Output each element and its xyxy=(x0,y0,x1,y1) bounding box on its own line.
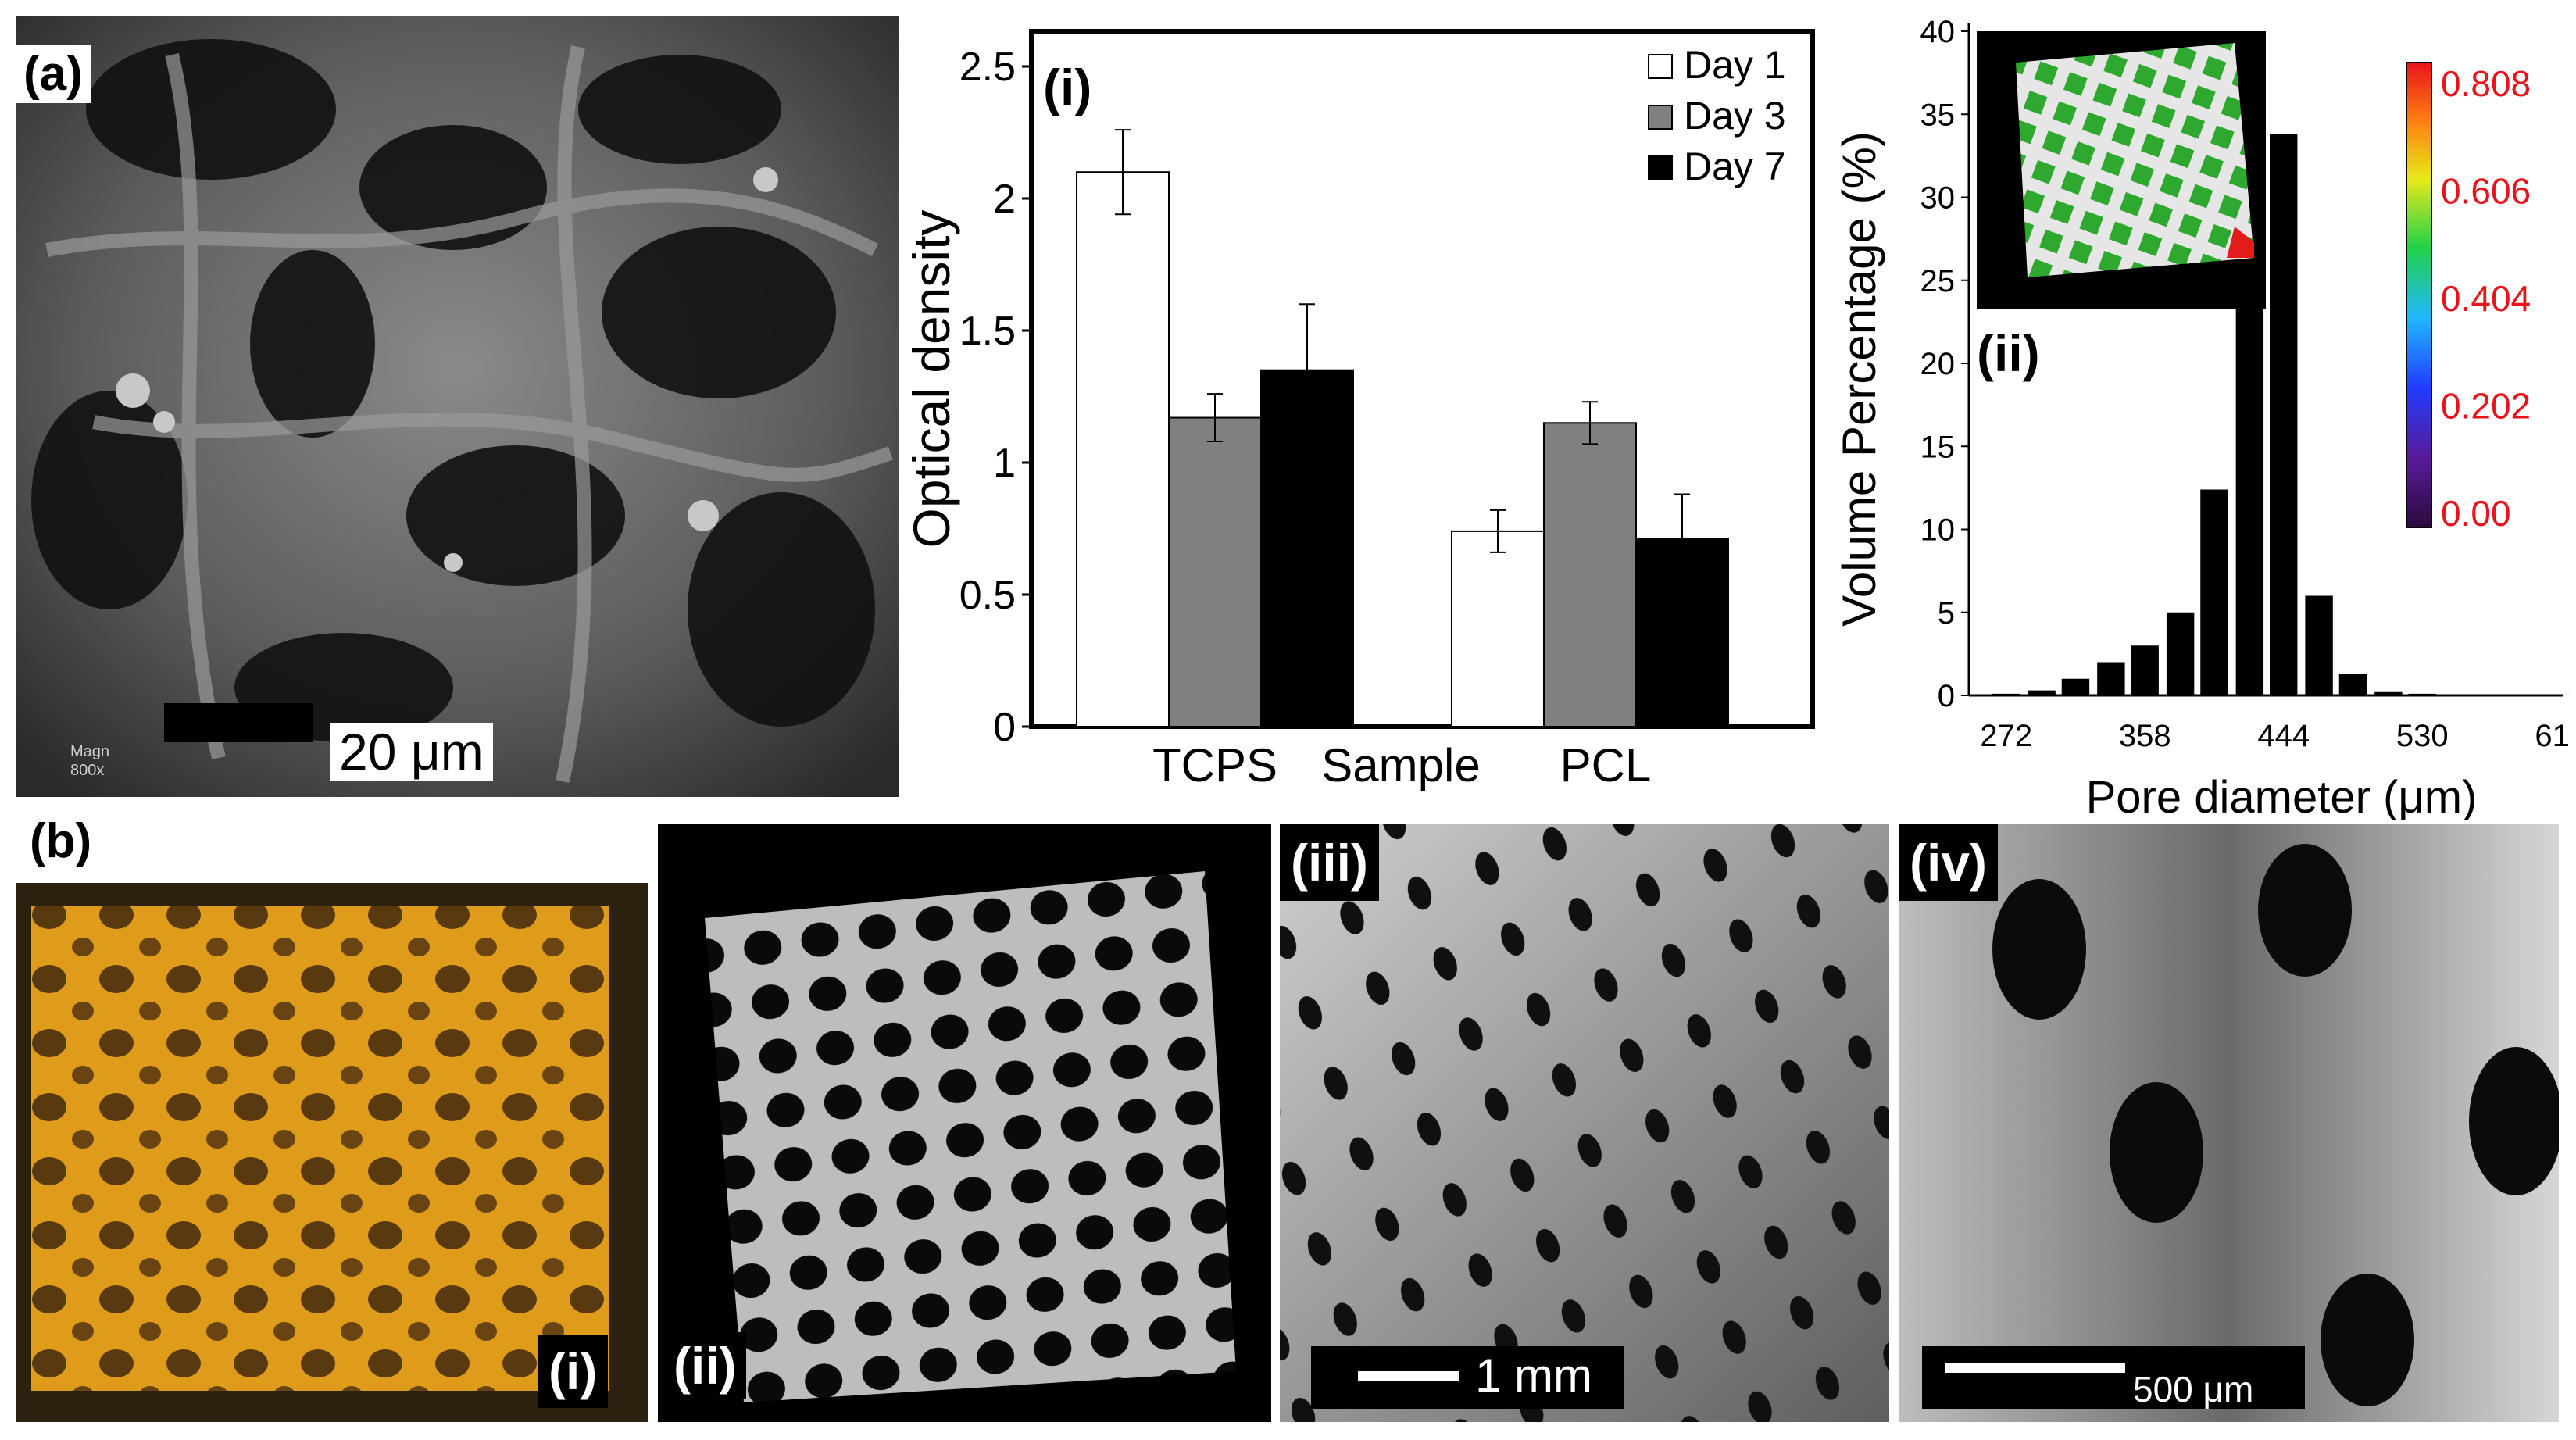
x-tick-label: 444 xyxy=(2257,719,2310,753)
y-tick-label: 40 xyxy=(1920,15,1956,49)
panel-b-label: (b) xyxy=(22,813,100,870)
plot-frame xyxy=(1029,29,1815,729)
y-tick-label: 20 xyxy=(1920,347,1956,381)
inset-pore-map xyxy=(1977,31,2266,309)
panel-b-i-label: (i) xyxy=(538,1335,609,1408)
scale-bar-label: 20 μm xyxy=(330,723,493,781)
y-tick-label: 1 xyxy=(993,441,1016,486)
y-tick-label: 30 xyxy=(1920,181,1956,216)
histogram-bar-380 xyxy=(2166,612,2195,695)
y-tick-label: 0.5 xyxy=(959,573,1016,618)
bar-day-3-tcps xyxy=(1168,416,1262,727)
scale-bar-iv-line xyxy=(1945,1363,2125,1373)
histogram-bar-401 xyxy=(2200,489,2228,695)
chart-i-panel-label: (i) xyxy=(1043,59,1091,116)
y-tick-label: 10 xyxy=(1920,513,1956,548)
scaffold-closeup-sem-image xyxy=(1899,824,2559,1422)
panel-a-sem-image: (a) Magn 800x 20 μm xyxy=(16,16,899,797)
legend-label: Day 7 xyxy=(1684,145,1786,188)
histogram-bar-444 xyxy=(2269,134,2298,695)
bar-day-3-pcl xyxy=(1543,422,1637,727)
histogram-bar-294 xyxy=(2028,690,2056,695)
histogram-bar-487 xyxy=(2338,674,2367,695)
panel-b-iv-sem: (iv) 500 μm xyxy=(1899,824,2559,1422)
colorbar-tick-label: 0.202 xyxy=(2441,386,2531,427)
histogram-bar-358 xyxy=(2131,645,2159,695)
histogram-bar-530 xyxy=(2408,693,2436,695)
histogram-bar-272 xyxy=(1992,693,2020,695)
optical-density-chart: 0 0.5 1 1.5 2 2.5 Optical density TCPS Sample PCL… xyxy=(906,29,1815,791)
panel-b-iii-label: (iii) xyxy=(1280,824,1379,901)
y-tick-label: 15 xyxy=(1920,430,1956,464)
histogram-bar-337 xyxy=(2097,662,2125,695)
y-axis-label: Volume Percentage (%) xyxy=(1833,131,1885,627)
colorbar-tick-label: 0.404 xyxy=(2441,278,2531,319)
panel-a-label: (a) xyxy=(16,45,91,103)
x-tick-label: Sample xyxy=(1321,739,1480,791)
panel-b-ii-render: (ii) xyxy=(658,824,1271,1422)
x-tick-label: 358 xyxy=(2119,719,2171,753)
printed-scaffold-photo xyxy=(16,883,648,1422)
panel-b-ii-label: (ii) xyxy=(664,1332,746,1399)
y-tick-label: 35 xyxy=(1920,98,1956,132)
colorbar-tick-label: 0.606 xyxy=(2441,171,2531,212)
y-tick-label: 2 xyxy=(993,177,1016,222)
microscope-magnification-text: Magn 800x xyxy=(70,743,110,779)
x-tick-label: PCL xyxy=(1560,739,1652,791)
legend-label: Day 1 xyxy=(1684,43,1786,87)
x-tick-label: 530 xyxy=(2396,719,2449,753)
x-tick-label: TCPS xyxy=(1152,739,1277,791)
colorbar xyxy=(2406,62,2432,528)
scale-bar-iii-label: 1 mm xyxy=(1475,1349,1592,1402)
scale-bar-iv-box xyxy=(1922,1346,2305,1409)
chart-ii-panel-label: (ii) xyxy=(1977,324,2040,382)
panel-b-iii-sem: (iii) 1 mm xyxy=(1280,824,1889,1422)
legend-swatch xyxy=(1648,155,1673,180)
colorbar-tick-label: 0.00 xyxy=(2441,493,2511,534)
y-tick-label: 0 xyxy=(993,705,1016,750)
colorbar-tick-label: 0.808 xyxy=(2441,63,2531,104)
y-tick-label: 25 xyxy=(1920,264,1956,298)
micro-ct-render xyxy=(705,871,1236,1402)
panel-b-i-photo: (i) xyxy=(16,883,648,1422)
y-tick-label: 0 xyxy=(1938,679,1955,713)
legend-swatch xyxy=(1648,54,1673,79)
y-tick-label: 1.5 xyxy=(959,309,1016,354)
scale-bar-iv-label: 500 μm xyxy=(2133,1369,2254,1410)
histogram-bar-315 xyxy=(2061,678,2090,695)
histogram-bar-466 xyxy=(2305,595,2333,695)
y-tick-label: 2.5 xyxy=(959,45,1016,90)
scale-bar xyxy=(164,703,313,742)
inset-lattice xyxy=(2016,43,2254,277)
panel-b-iv-label: (iv) xyxy=(1899,824,1998,901)
bar-day-1-tcps xyxy=(1076,171,1170,727)
legend-label: Day 3 xyxy=(1684,94,1786,138)
bar-day-1-pcl xyxy=(1451,530,1545,727)
inset-red-region xyxy=(2227,227,2254,258)
legend-swatch xyxy=(1648,105,1673,130)
bar-day-7-pcl xyxy=(1635,538,1729,728)
x-axis-label: Pore diameter (μm) xyxy=(2086,772,2478,820)
x-tick-label: 616 xyxy=(2535,719,2571,753)
x-tick-label: 272 xyxy=(1980,719,2032,753)
sem-cell-micrograph xyxy=(16,16,899,797)
y-axis-label: Optical density xyxy=(906,210,960,548)
pore-diameter-histogram: 0 5 10 15 20 25 30 35 40 Volume Percentage (%) 272… xyxy=(1833,15,2571,820)
scale-bar-iii-line xyxy=(1358,1371,1459,1381)
histogram-bar-509 xyxy=(2374,691,2403,695)
y-tick-label: 5 xyxy=(1938,596,1955,631)
scaffold-sem-image xyxy=(1280,824,1889,1422)
